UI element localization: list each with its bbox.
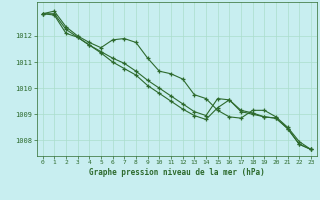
X-axis label: Graphe pression niveau de la mer (hPa): Graphe pression niveau de la mer (hPa) [89, 168, 265, 177]
